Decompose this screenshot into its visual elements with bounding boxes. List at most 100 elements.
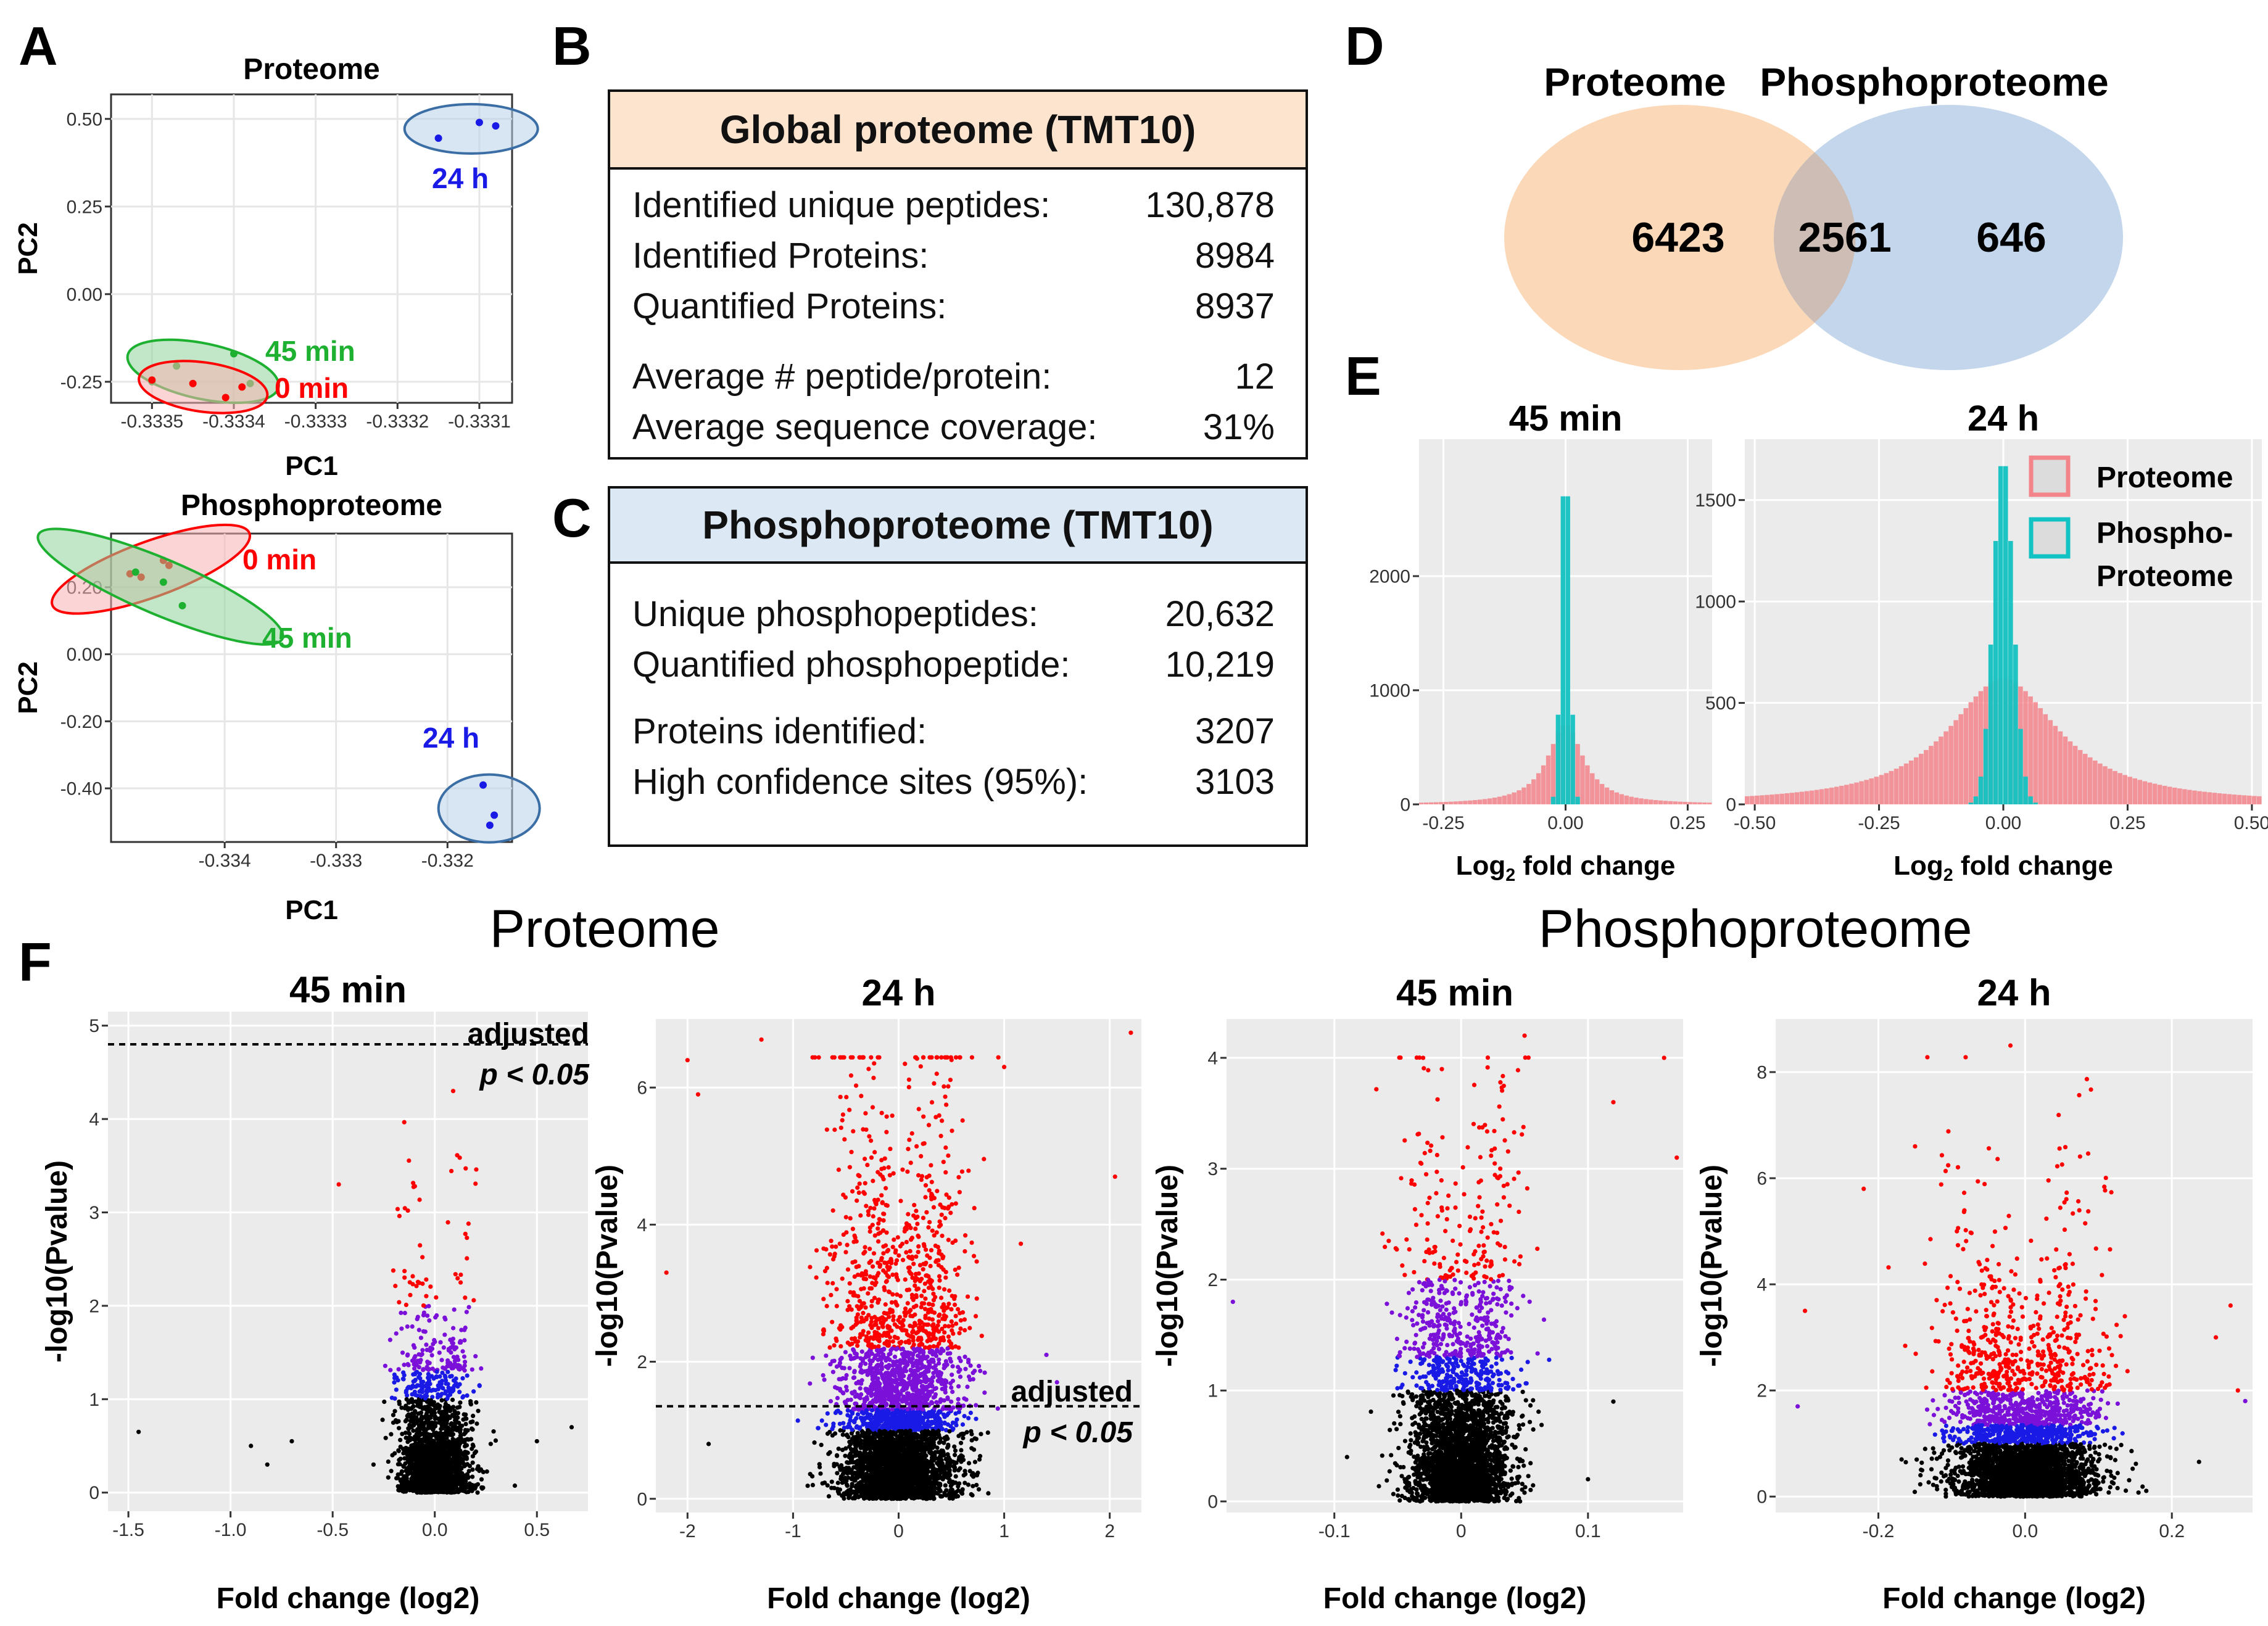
- volcano_prot_45-point-544: [434, 1295, 439, 1300]
- volcano_prot_24-point-1618: [926, 1286, 932, 1290]
- volcano_prot_24-point-2154: [846, 1488, 851, 1493]
- volcano_prot_45-point-767: [392, 1396, 397, 1401]
- volcano_prot_45-point-2157: [410, 1282, 415, 1287]
- pca_phospho-ytick-label-1: -0.20: [60, 712, 102, 732]
- pca-phospho-point-2-2: [486, 821, 494, 829]
- volcano_prot_24-point-1937: [956, 1397, 961, 1401]
- volcano_prot_24-point-2118: [976, 1487, 982, 1492]
- volcano_prot_45-point-1258: [462, 1444, 468, 1449]
- volcano_prot_45-point-1881: [418, 1243, 423, 1248]
- volcano_prot_45-point-1098: [451, 1405, 456, 1409]
- volcano_prot_45-point-289: [476, 1408, 481, 1413]
- pca_proteome-ytick-label-3: 0.50: [67, 109, 102, 130]
- hist_24h-bar-0-20: [1844, 785, 1849, 804]
- volcano_prot_24-point-2306: [935, 1445, 940, 1450]
- volcano_prot_24-xtick-label-3: 1: [999, 1521, 1009, 1541]
- hist_45min-bar-0-49: [1658, 800, 1663, 804]
- volcano_prot_24-point-1974: [814, 1248, 819, 1253]
- venn-phospho-circle: [1774, 105, 2123, 370]
- panel-label-f: F: [19, 931, 52, 993]
- volcano_prot_45-point-2205: [534, 1438, 539, 1444]
- hist_24h-bar-0-46: [1973, 696, 1979, 804]
- volcano_prot_45-point-1105: [428, 1345, 433, 1350]
- hist_24h-bar-0-82: [2152, 783, 2158, 804]
- pca-phospho-point-2-0: [479, 781, 487, 789]
- volcano_prot_45-point-2155: [435, 1479, 440, 1484]
- volcano_prot_24-point-1864: [892, 1237, 896, 1242]
- volcano_prot_24-point-2342: [885, 1273, 890, 1278]
- volcano_prot_24-point-1784: [862, 1191, 867, 1196]
- volcano_prot_45-point-2101: [444, 1406, 450, 1412]
- pca_proteome-ytick-label-2: 0.25: [67, 197, 102, 217]
- volcano_prot_45-point-2010: [443, 1391, 448, 1396]
- volcano_prot_45-point-2073: [463, 1429, 469, 1434]
- volcano_prot_45-point-86: [405, 1208, 410, 1213]
- volcano_prot_45-point-2001: [479, 1477, 484, 1482]
- volcano_prot_24-point-283: [938, 1295, 944, 1300]
- volcano_prot_45-point-2086: [424, 1390, 429, 1395]
- volcano_prot_45-point-786: [471, 1298, 476, 1303]
- venn-left-count: 6423: [1631, 214, 1724, 261]
- volcano_prot_45-point-938: [463, 1231, 468, 1236]
- volcano_prot_45-point-2112: [412, 1486, 417, 1491]
- volcano_prot_45-point-2184: [424, 1476, 429, 1481]
- hist_24h-bar-0-80: [2142, 781, 2148, 804]
- hist_24h-xtick-label-3: 0.25: [2109, 813, 2145, 833]
- volcano_prot_45-point-2199: [407, 1471, 412, 1476]
- volcano_prot_45-point-1358: [473, 1181, 478, 1186]
- pca_proteome-xtick-label-2: -0.3333: [284, 411, 347, 432]
- hist_24h-bar-0-99: [2237, 794, 2242, 804]
- volcano_prot_24-point-463: [947, 1288, 952, 1293]
- volcano_prot_24-point-1456: [923, 1195, 928, 1200]
- volcano_prot_24-point-1539: [895, 1235, 900, 1240]
- hist-legend-phospho-swatch: [2029, 517, 2071, 559]
- volcano_prot_24-point-1904: [884, 1129, 889, 1134]
- volcano_prot_45-point-2151: [449, 1350, 453, 1355]
- volcano_prot_24-point-224: [900, 1258, 906, 1263]
- volcano_prot_45-point-1491: [415, 1316, 420, 1321]
- volcano_prot_45-point-1244: [443, 1375, 448, 1380]
- volcano_prot_45-point-2002: [403, 1482, 408, 1488]
- hist_45min-bar-0-51: [1668, 801, 1673, 804]
- hist_24h-bar-1-49: [1988, 645, 1993, 804]
- volcano_prot_45-point-1863: [455, 1411, 460, 1416]
- volcano_prot_45-point-2164: [416, 1466, 421, 1471]
- volcano_prot_45-point-2176: [423, 1471, 428, 1476]
- volcano_prot_45-point-2119: [452, 1446, 457, 1452]
- volcano_prot_45-point-2188: [428, 1490, 432, 1495]
- volcano_prot_45-point-1618: [450, 1326, 456, 1331]
- pca_proteome-xtick-label-0: -0.3335: [120, 411, 183, 432]
- hist_24h-bar-0-33: [1908, 760, 1914, 804]
- hist_45min-xtick-label-2: 0.25: [1670, 813, 1705, 833]
- volcano_prot_24-point-1628: [870, 1223, 875, 1228]
- volcano_prot_24-point-1007: [881, 1251, 886, 1256]
- hist_24h-bar-0-103: [2256, 796, 2262, 804]
- volcano_prot_45-point-274: [440, 1370, 445, 1376]
- hist_24h-xtick-label-1: -0.25: [1858, 813, 1900, 833]
- volcano_prot_45-point-1606: [394, 1331, 399, 1336]
- volcano_prot_45-point-1884: [457, 1363, 462, 1369]
- hist_24h-xtick-label-4: 0.50: [2234, 813, 2268, 833]
- hist_45min-bar-0-7: [1453, 801, 1458, 804]
- volcano_prot_45-point-784: [426, 1375, 431, 1380]
- hist_24h-bar-0-74: [2113, 770, 2117, 804]
- volcano_prot_45-point-654: [392, 1409, 397, 1414]
- pca_phospho-title: Phosphoproteome: [181, 489, 442, 522]
- hist_45min-bar-1-30: [1565, 496, 1570, 804]
- volcano_prot_45-point-2005: [457, 1155, 462, 1160]
- volcano_prot_45-point-1536: [439, 1379, 445, 1384]
- hist_24h-bar-0-43: [1958, 714, 1964, 804]
- hist_24h-bar-0-13: [1809, 790, 1815, 804]
- volcano_prot_45-point-1320: [386, 1459, 391, 1464]
- volcano_prot_45-point-1079: [418, 1335, 424, 1340]
- hist_24h-bar-0-3: [1760, 795, 1765, 804]
- volcano_prot_45-point-1828: [473, 1484, 478, 1490]
- volcano_prot_24-point-773: [830, 1281, 835, 1286]
- volcano_prot_24-point-2121: [874, 1280, 879, 1285]
- volcano_prot_24-point-2330: [935, 1245, 940, 1250]
- volcano_prot_45-point-2147: [388, 1368, 393, 1372]
- volcano_prot_45-point-1728: [465, 1373, 470, 1378]
- hist_24h-bar-1-47: [1978, 776, 1984, 804]
